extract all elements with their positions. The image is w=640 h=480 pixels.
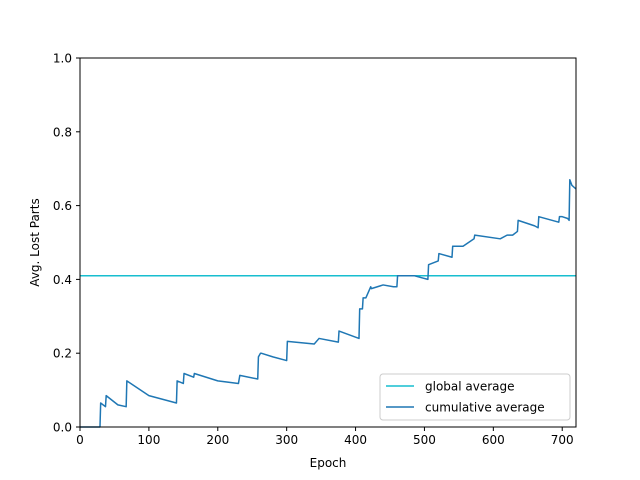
- x-tick-label: 300: [275, 433, 298, 447]
- y-tick-label: 0.8: [53, 125, 72, 139]
- x-tick-label: 100: [137, 433, 160, 447]
- y-tick-label: 0.0: [53, 421, 72, 435]
- x-tick-label: 200: [206, 433, 229, 447]
- y-tick-label: 0.2: [53, 347, 72, 361]
- y-tick-label: 0.4: [53, 273, 72, 287]
- x-tick-label: 600: [482, 433, 505, 447]
- x-tick-label: 700: [551, 433, 574, 447]
- legend: global average cumulative average: [379, 373, 571, 421]
- series-layer: [80, 179, 577, 428]
- y-axis-title: Avg. Lost Parts: [28, 198, 42, 286]
- y-tick-label: 0.6: [53, 199, 72, 213]
- x-tick-label: 400: [344, 433, 367, 447]
- x-tick-label: 500: [413, 433, 436, 447]
- x-axis-title: Epoch: [310, 456, 347, 470]
- legend-label: global average: [425, 380, 515, 394]
- y-tick-label: 1.0: [53, 52, 72, 66]
- plot-frame: [79, 57, 577, 428]
- legend-box: [379, 373, 571, 421]
- x-axis-ticks: 0 100 200 300 400 500 600 700: [76, 427, 574, 447]
- x-tick-label: 0: [76, 433, 84, 447]
- legend-label: cumulative average: [425, 401, 545, 415]
- y-axis-ticks: 0.0 0.2 0.4 0.6 0.8 1.0: [53, 52, 80, 435]
- series-line-cumulative-average: [80, 179, 577, 428]
